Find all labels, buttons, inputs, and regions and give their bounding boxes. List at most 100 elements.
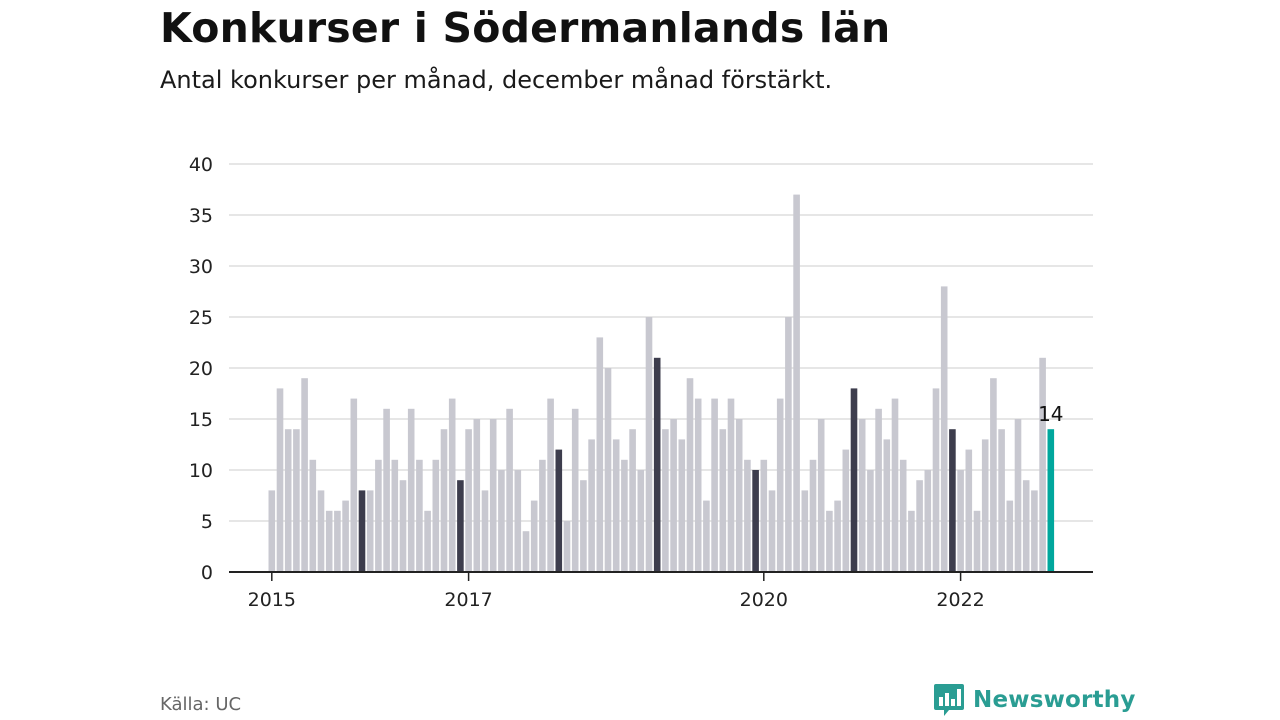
bar — [908, 510, 915, 572]
bar — [498, 470, 505, 572]
bar — [875, 408, 882, 572]
bar — [301, 378, 308, 572]
bar — [473, 419, 481, 572]
bar — [662, 429, 669, 572]
x-tick-label: 2015 — [248, 589, 296, 611]
y-tick-label: 5 — [201, 511, 213, 533]
bar — [744, 459, 751, 572]
bar — [309, 459, 317, 572]
bar — [514, 470, 522, 572]
bar — [465, 429, 472, 572]
bar — [268, 490, 276, 572]
bar — [678, 439, 686, 572]
newsworthy-chart-logo-icon — [934, 684, 964, 716]
bar — [768, 490, 776, 572]
bar — [735, 419, 743, 572]
bar — [448, 398, 456, 572]
bar — [407, 408, 415, 572]
bar — [293, 429, 300, 572]
bar — [1031, 490, 1038, 572]
bar — [284, 429, 292, 572]
bar — [973, 510, 981, 572]
x-tick-label: 2022 — [936, 589, 984, 611]
data-labels: 14 — [1038, 402, 1063, 426]
bar — [629, 429, 636, 572]
bar — [686, 378, 694, 572]
bar — [727, 398, 735, 572]
bar — [883, 439, 891, 572]
x-axis: 2015 2017 2020 2022 — [229, 571, 1093, 611]
chart-title: Konkurser i Södermanlands län — [160, 4, 891, 52]
bar-december — [850, 388, 858, 572]
bar — [383, 408, 390, 572]
bar — [981, 439, 989, 572]
latest-value-label: 14 — [1038, 402, 1063, 426]
chart-subtitle: Antal konkurser per månad, december måna… — [160, 66, 833, 94]
y-tick-label: 40 — [189, 154, 213, 176]
bar — [375, 459, 382, 572]
bar — [547, 398, 554, 572]
bar — [776, 398, 784, 572]
bar — [670, 419, 677, 572]
bar — [924, 470, 932, 572]
bar — [842, 449, 850, 572]
bar-december — [555, 449, 563, 572]
bar — [793, 194, 800, 572]
bar — [334, 510, 341, 572]
bar — [1022, 480, 1030, 572]
bar — [481, 490, 489, 572]
bar — [432, 459, 440, 572]
bar — [530, 500, 538, 572]
bar — [1039, 357, 1046, 572]
y-tick-label: 35 — [189, 205, 213, 227]
bar — [645, 317, 653, 572]
bar — [571, 408, 579, 572]
bar — [711, 398, 718, 572]
bar — [965, 449, 973, 572]
bar — [719, 429, 727, 572]
x-tick-label: 2020 — [740, 589, 788, 611]
bar — [317, 490, 325, 572]
bar — [588, 439, 595, 572]
bar — [932, 388, 940, 572]
bar — [276, 388, 284, 572]
bar — [1006, 500, 1014, 572]
bar — [867, 470, 874, 572]
bar — [506, 408, 513, 572]
bar — [703, 500, 710, 572]
bar — [916, 480, 923, 572]
y-tick-label: 15 — [189, 409, 213, 431]
bar — [760, 459, 768, 572]
bar-december — [457, 480, 464, 572]
bar — [998, 429, 1005, 572]
bar — [522, 531, 530, 572]
bar — [899, 459, 907, 572]
bar — [539, 459, 546, 572]
bars — [268, 194, 1055, 572]
source-note: Källa: UC — [160, 694, 242, 715]
bar — [325, 510, 333, 572]
bar — [834, 500, 841, 572]
bar — [424, 510, 431, 572]
y-tick-label: 25 — [189, 307, 213, 329]
y-tick-label: 30 — [189, 256, 213, 278]
bar — [416, 459, 423, 572]
y-tick-label: 0 — [201, 562, 213, 584]
bar-latest — [1047, 429, 1055, 572]
bar — [858, 419, 866, 572]
bar-december — [752, 470, 759, 572]
bar — [621, 459, 628, 572]
bar — [580, 480, 587, 572]
bar — [801, 490, 809, 572]
bar — [350, 398, 358, 572]
y-axis-ticks: 0 5 10 15 20 25 30 35 40 — [189, 154, 213, 584]
bar — [1014, 419, 1022, 572]
bar — [809, 459, 817, 572]
bar — [637, 470, 645, 572]
bar — [785, 317, 792, 572]
newsworthy-logo[interactable]: Newsworthy — [933, 682, 1136, 718]
bar — [391, 459, 399, 572]
y-tick-label: 10 — [189, 460, 213, 482]
bar — [940, 286, 948, 572]
brand-name: Newsworthy — [973, 687, 1136, 713]
